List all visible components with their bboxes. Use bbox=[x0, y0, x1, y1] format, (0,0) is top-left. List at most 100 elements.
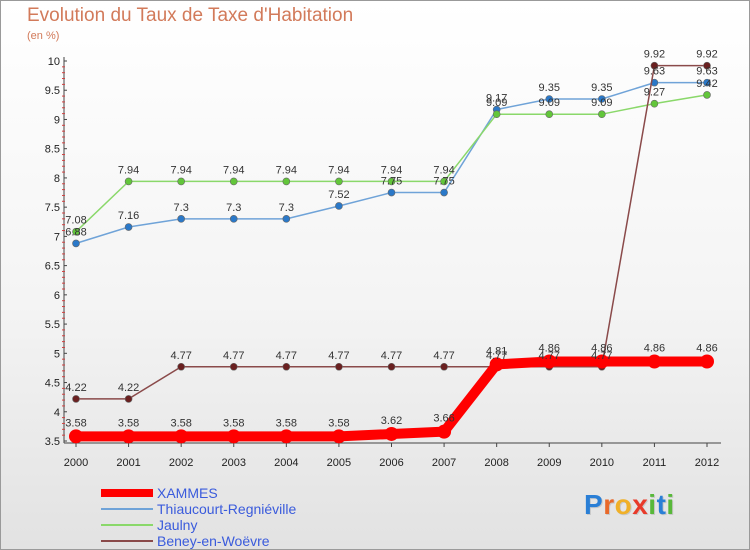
data-point bbox=[384, 426, 399, 441]
data-label: 9.92 bbox=[644, 49, 665, 61]
data-label: 7.94 bbox=[223, 164, 244, 176]
data-point bbox=[174, 429, 189, 444]
legend-item: Jaulny bbox=[101, 517, 421, 533]
data-label: 4.77 bbox=[486, 350, 507, 362]
legend-item: Beney-en-Woëvre bbox=[101, 533, 421, 549]
brand-logo: Proxiti bbox=[584, 489, 675, 521]
data-label: 9.09 bbox=[591, 97, 612, 109]
data-label: 4.22 bbox=[118, 382, 139, 394]
data-point bbox=[650, 61, 659, 70]
data-point bbox=[72, 395, 80, 403]
series-layer bbox=[69, 61, 714, 444]
legend-label: Beney-en-Woëvre bbox=[157, 533, 270, 549]
series-0 bbox=[69, 354, 714, 444]
brand-letter: i bbox=[666, 489, 675, 520]
data-point bbox=[331, 429, 346, 444]
data-label: 3.58 bbox=[65, 417, 86, 429]
x-tick-label: 2002 bbox=[169, 457, 193, 469]
chart-title: Evolution du Taux de Taxe d'Habitation bbox=[27, 5, 354, 26]
data-label: 7.52 bbox=[328, 189, 349, 201]
data-point bbox=[387, 188, 396, 197]
data-label: 4.77 bbox=[591, 350, 612, 362]
y-tick-label: 9 bbox=[54, 114, 60, 126]
data-label: 7.75 bbox=[433, 176, 454, 188]
data-point bbox=[545, 95, 554, 103]
data-point bbox=[282, 177, 291, 186]
data-point bbox=[279, 429, 294, 444]
data-point bbox=[703, 61, 711, 70]
data-label: 4.77 bbox=[381, 350, 402, 362]
data-point bbox=[545, 110, 554, 118]
data-label: 7.94 bbox=[381, 164, 402, 176]
data-label: 4.81 bbox=[486, 345, 507, 357]
data-label: 7.3 bbox=[174, 202, 189, 214]
data-point bbox=[440, 188, 448, 197]
data-point bbox=[387, 362, 396, 371]
data-label: 9.09 bbox=[539, 97, 560, 109]
data-point bbox=[387, 177, 396, 186]
y-tick-label: 5 bbox=[54, 348, 60, 360]
data-point bbox=[229, 177, 238, 186]
brand-letter: o bbox=[614, 489, 633, 520]
x-tick-label: 2009 bbox=[537, 457, 561, 469]
data-label: 7.94 bbox=[118, 164, 139, 176]
data-label: 7.08 bbox=[65, 215, 86, 227]
x-tick-label: 2010 bbox=[590, 457, 614, 469]
data-label: 7.94 bbox=[328, 164, 349, 176]
x-tick-label: 2007 bbox=[432, 457, 456, 469]
legend-swatch bbox=[101, 489, 153, 497]
data-label: 7.75 bbox=[381, 176, 402, 188]
data-point bbox=[703, 78, 711, 87]
x-tick-label: 2000 bbox=[64, 457, 88, 469]
data-label: 9.42 bbox=[696, 78, 717, 90]
y-tick-label: 6 bbox=[54, 290, 60, 302]
data-label: 7.94 bbox=[276, 164, 297, 176]
data-label: 9.63 bbox=[696, 66, 717, 78]
data-point bbox=[124, 223, 133, 231]
legend-label: Jaulny bbox=[157, 517, 198, 533]
y-tick-label: 3.5 bbox=[45, 436, 60, 448]
data-point bbox=[72, 239, 80, 248]
data-label: 4.86 bbox=[539, 342, 560, 354]
data-label: 7.3 bbox=[279, 202, 294, 214]
data-point bbox=[124, 177, 133, 186]
legend-swatch bbox=[101, 540, 153, 542]
data-label: 9.27 bbox=[644, 87, 665, 99]
data-label: 3.58 bbox=[223, 417, 244, 429]
legend-item: XAMMES bbox=[101, 485, 421, 501]
brand-letter: P bbox=[584, 489, 604, 520]
y-tick-label: 8 bbox=[54, 173, 60, 185]
x-tick-label: 2006 bbox=[379, 457, 403, 469]
series-line bbox=[75, 94, 708, 233]
data-label: 7.16 bbox=[118, 210, 139, 222]
data-point bbox=[177, 177, 185, 186]
brand-letter: i bbox=[648, 489, 657, 520]
data-label: 4.77 bbox=[433, 350, 454, 362]
x-tick-label: 2001 bbox=[116, 457, 140, 469]
data-point bbox=[594, 354, 609, 369]
data-label: 6.88 bbox=[65, 226, 86, 238]
data-point bbox=[489, 357, 504, 372]
data-point bbox=[650, 99, 659, 108]
data-point bbox=[700, 354, 714, 369]
series-1 bbox=[72, 78, 711, 248]
legend-label: Thiaucourt-Regniéville bbox=[157, 501, 297, 517]
y-tick-label: 4.5 bbox=[45, 378, 60, 390]
data-point bbox=[282, 362, 291, 371]
x-tick-label: 2005 bbox=[327, 457, 351, 469]
y-axis-unit-label: (en %) bbox=[27, 30, 60, 42]
data-point bbox=[440, 177, 448, 186]
data-point bbox=[492, 110, 501, 118]
data-point bbox=[177, 362, 185, 371]
data-label: 3.58 bbox=[328, 417, 349, 429]
data-label: 4.86 bbox=[696, 342, 717, 354]
series-2 bbox=[72, 91, 711, 236]
data-point bbox=[598, 110, 606, 118]
data-label: 3.58 bbox=[276, 417, 297, 429]
y-tick-label: 7 bbox=[54, 231, 60, 243]
data-point bbox=[229, 362, 238, 371]
y-tick-label: 7.5 bbox=[45, 202, 60, 214]
data-label: 7.3 bbox=[226, 202, 241, 214]
